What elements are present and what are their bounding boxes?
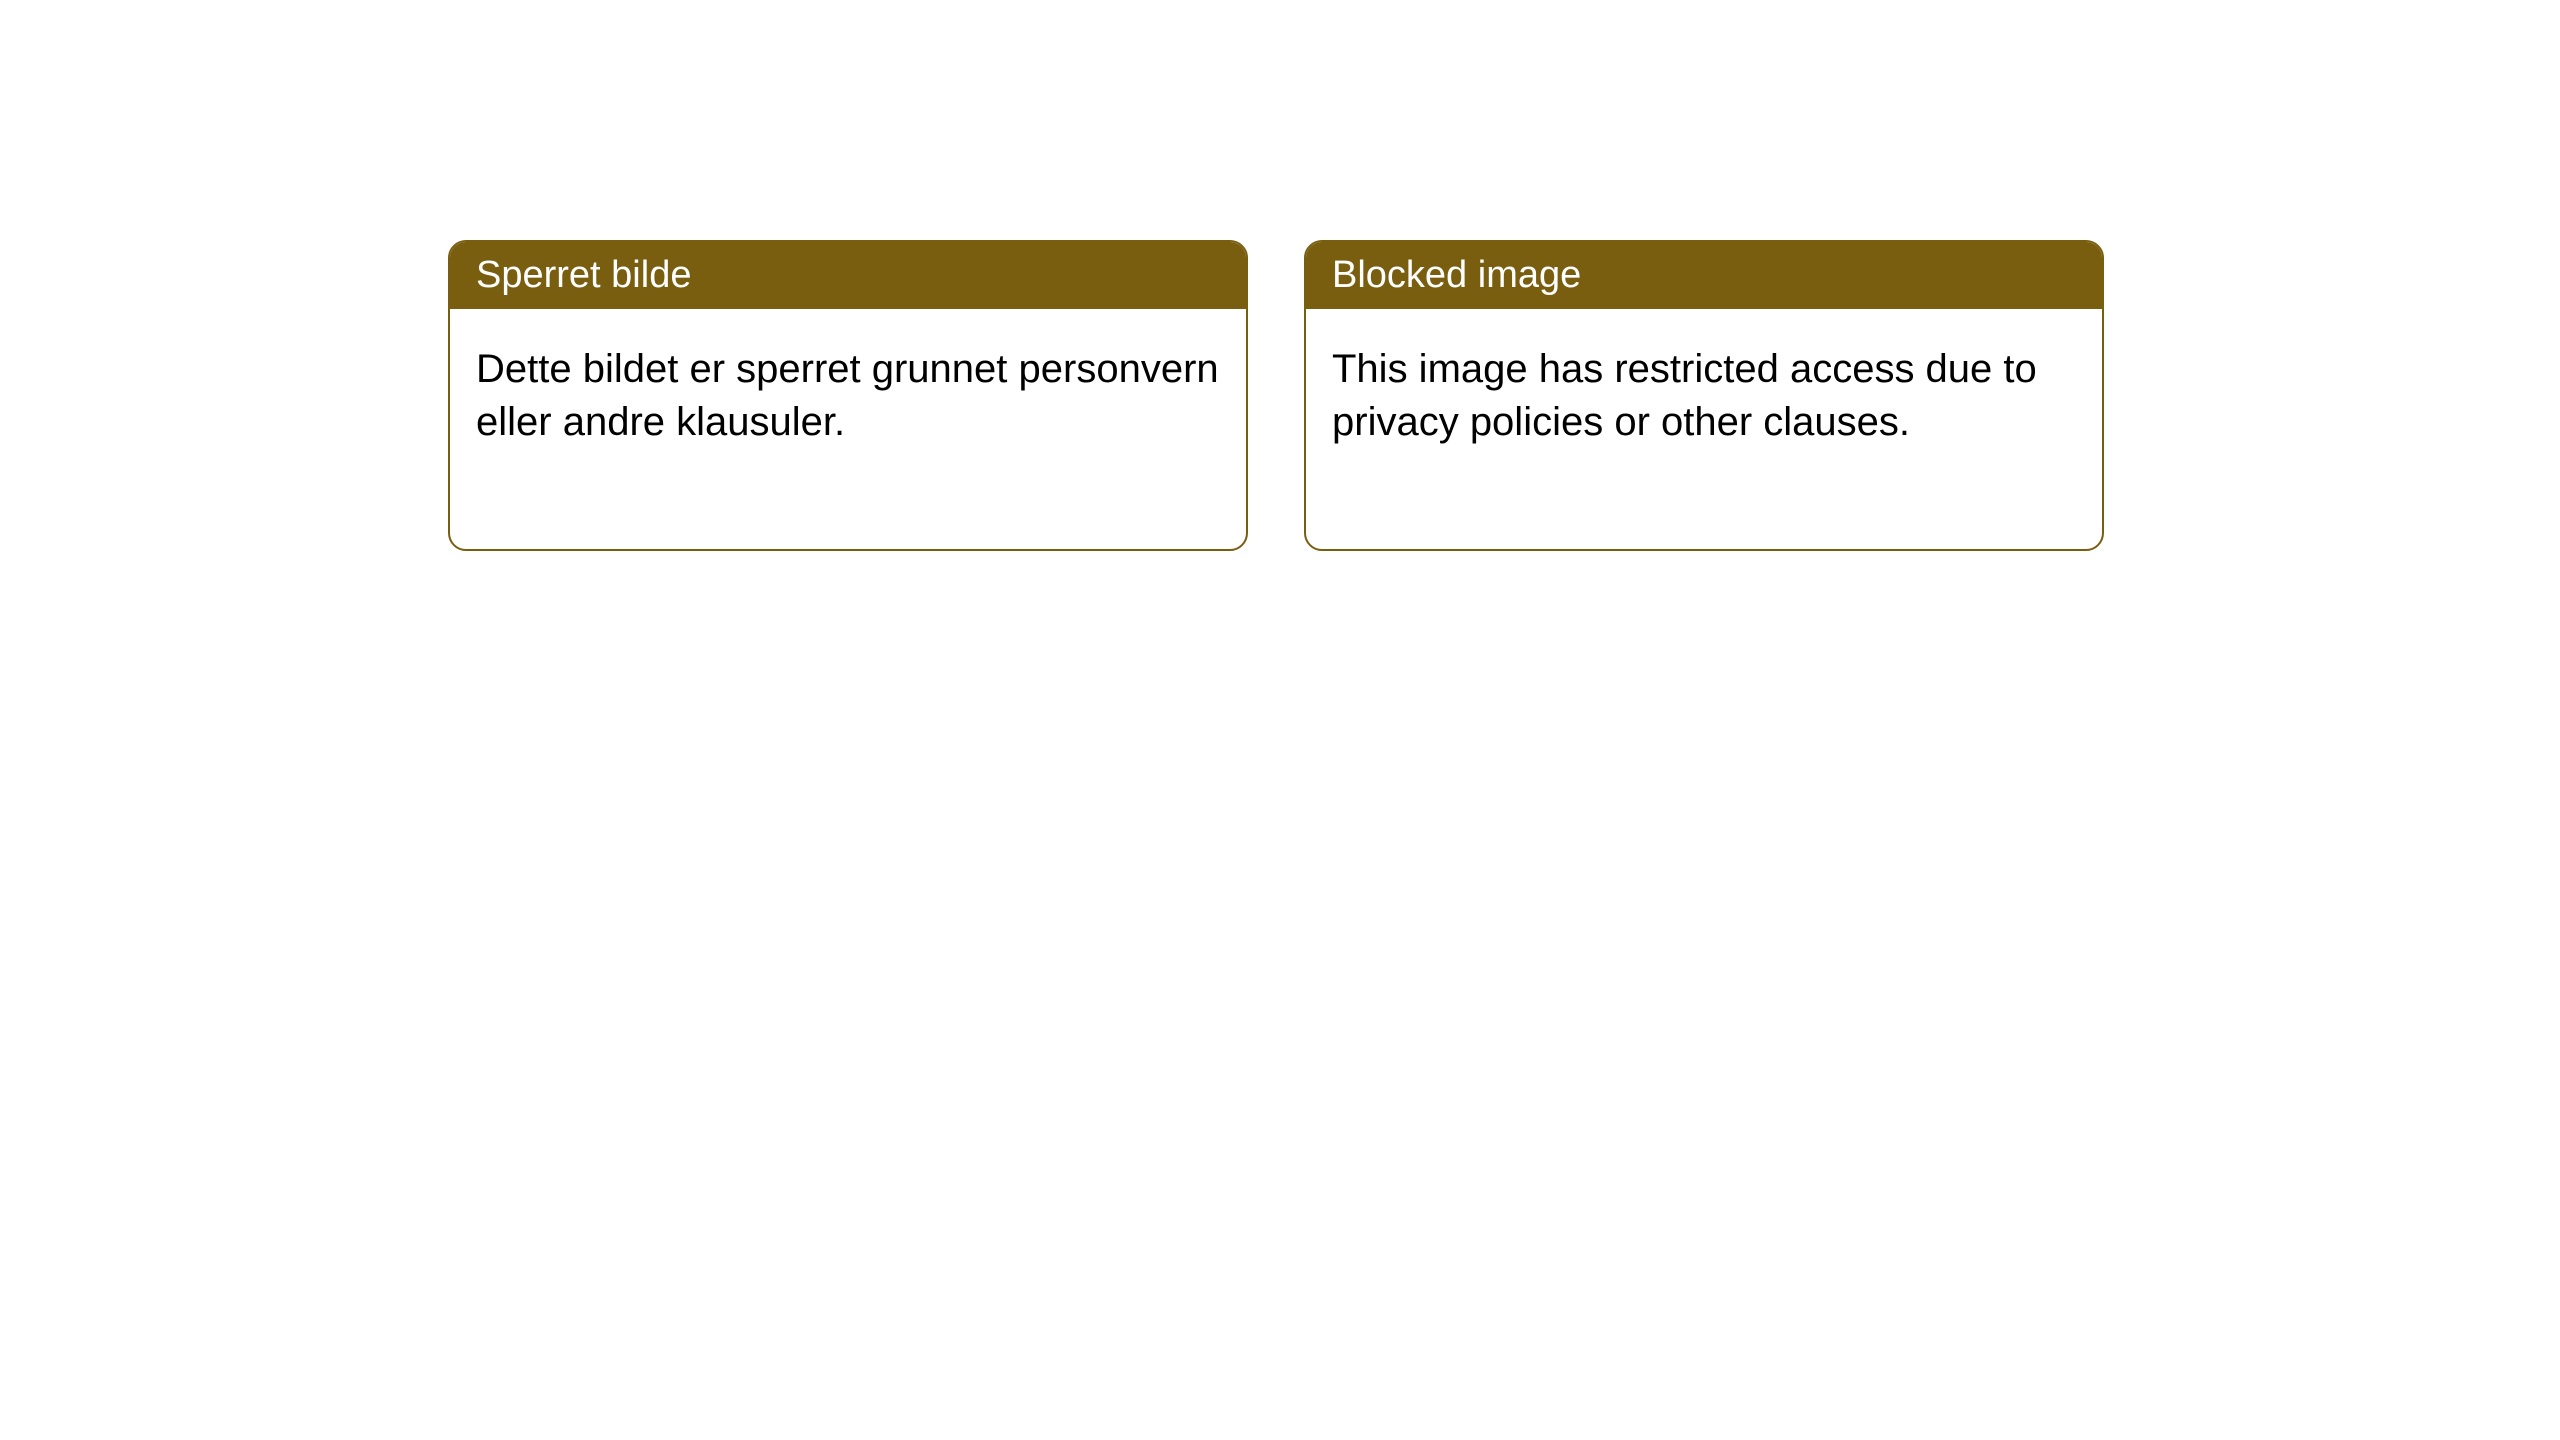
notice-body-text: Dette bildet er sperret grunnet personve… (476, 347, 1219, 444)
notice-card-norwegian: Sperret bilde Dette bildet er sperret gr… (448, 240, 1248, 551)
notice-title: Sperret bilde (476, 254, 691, 296)
notice-cards-container: Sperret bilde Dette bildet er sperret gr… (448, 240, 2104, 551)
notice-body: Dette bildet er sperret grunnet personve… (450, 309, 1246, 549)
notice-header: Sperret bilde (450, 242, 1246, 309)
notice-title: Blocked image (1332, 254, 1581, 296)
notice-card-english: Blocked image This image has restricted … (1304, 240, 2104, 551)
notice-body: This image has restricted access due to … (1306, 309, 2102, 549)
notice-body-text: This image has restricted access due to … (1332, 347, 2037, 444)
notice-header: Blocked image (1306, 242, 2102, 309)
